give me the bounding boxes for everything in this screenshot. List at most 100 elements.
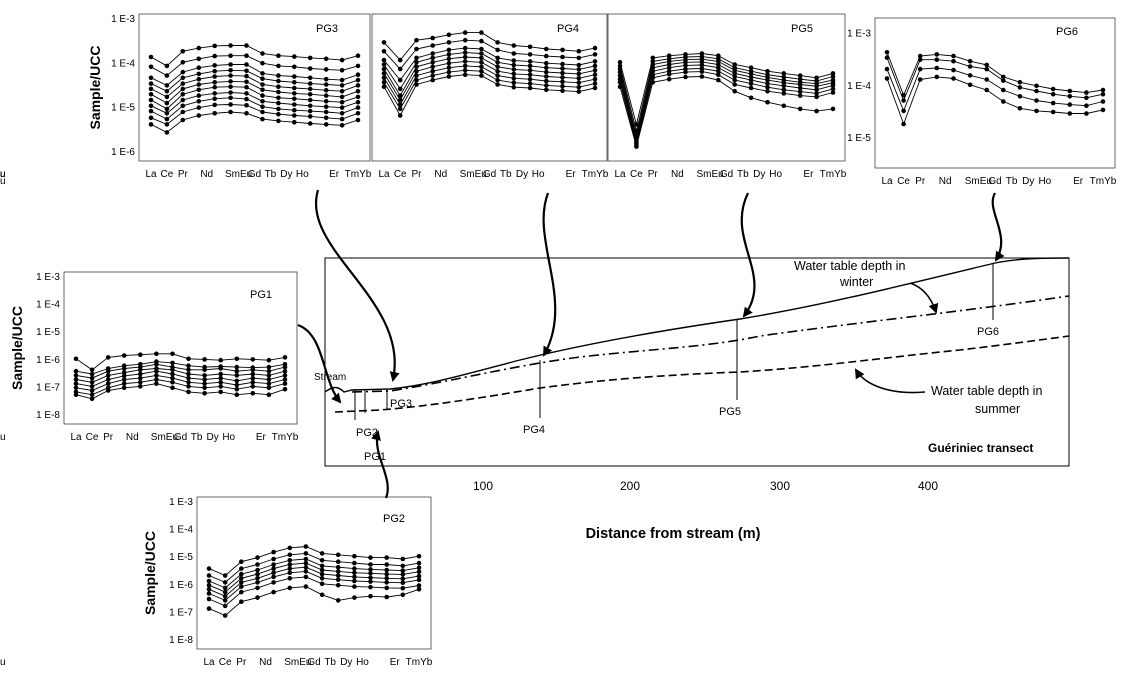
x-tick-label: Lu bbox=[0, 169, 6, 180]
data-point bbox=[292, 85, 297, 91]
data-point bbox=[206, 566, 212, 571]
x-tick-label: Ho bbox=[532, 169, 545, 180]
data-point bbox=[511, 51, 517, 56]
x-tick-label: Er bbox=[1073, 176, 1084, 187]
data-point bbox=[250, 380, 256, 385]
data-point bbox=[527, 52, 533, 57]
x-tick-label: Lu bbox=[0, 657, 6, 668]
data-point bbox=[244, 43, 249, 48]
data-point bbox=[255, 571, 260, 577]
data-point bbox=[239, 589, 244, 595]
data-point bbox=[527, 72, 533, 77]
data-point bbox=[967, 73, 973, 78]
data-point bbox=[121, 370, 127, 375]
data-point bbox=[381, 75, 387, 81]
data-point bbox=[414, 82, 419, 87]
data-point bbox=[495, 77, 500, 83]
data-point bbox=[73, 368, 79, 374]
data-point bbox=[196, 113, 202, 118]
panel-pg4: PG4LaCePrNdSmEuGdTbDyHoErTmYbLu bbox=[0, 13, 609, 180]
x-tick-label: Gd bbox=[307, 657, 320, 668]
data-point bbox=[222, 613, 228, 618]
data-point bbox=[384, 580, 390, 585]
x-tick-label: TmYb bbox=[406, 657, 433, 668]
data-point bbox=[255, 576, 260, 581]
data-point bbox=[335, 577, 341, 582]
data-point bbox=[1034, 88, 1039, 94]
data-point bbox=[1034, 98, 1039, 103]
data-point bbox=[255, 567, 260, 573]
data-point bbox=[527, 81, 533, 86]
data-point bbox=[319, 558, 325, 563]
data-point bbox=[89, 392, 95, 398]
data-point bbox=[666, 76, 672, 82]
data-point bbox=[797, 73, 803, 78]
data-point bbox=[446, 32, 452, 38]
data-point bbox=[339, 111, 345, 116]
data-point bbox=[732, 62, 737, 67]
data-point bbox=[592, 59, 598, 64]
data-point bbox=[303, 560, 309, 566]
data-point bbox=[218, 380, 223, 385]
x-tick-200: 200 bbox=[620, 479, 640, 493]
data-point bbox=[335, 573, 341, 578]
data-point bbox=[180, 92, 186, 97]
data-point bbox=[1017, 79, 1023, 85]
panel-pg3: 1 E-3 1 E-4 1 E-5 1 E-6 Sample/UCC PG3 La Ce Pr N… bbox=[0, 13, 372, 180]
data-point bbox=[186, 367, 191, 373]
x-tick-label: Nd bbox=[200, 169, 213, 180]
data-point bbox=[544, 65, 549, 70]
data-point bbox=[164, 111, 170, 116]
stream-label: Stream bbox=[314, 372, 346, 383]
y-tick-label: 1 E-3 bbox=[169, 497, 193, 508]
arrow-pg5 bbox=[740, 192, 756, 318]
data-point bbox=[222, 573, 228, 578]
series-line bbox=[208, 546, 420, 577]
data-point bbox=[212, 74, 217, 79]
data-point bbox=[244, 73, 249, 79]
series-line bbox=[150, 111, 359, 133]
x-tick-label: Dy bbox=[340, 657, 352, 668]
data-point bbox=[495, 68, 500, 74]
data-point bbox=[138, 352, 143, 358]
data-point bbox=[206, 587, 212, 592]
data-point bbox=[196, 105, 202, 110]
data-point bbox=[292, 119, 297, 125]
data-point bbox=[352, 578, 357, 584]
data-point bbox=[323, 93, 329, 98]
data-point bbox=[228, 79, 233, 84]
panel-pg5: PG5LaCePrNdSmEuGdTbDyHoErTmYbLu bbox=[0, 13, 847, 180]
summer-label-line1: Water table depth in bbox=[931, 384, 1042, 398]
data-point bbox=[368, 567, 373, 572]
data-point bbox=[148, 81, 154, 86]
data-point bbox=[260, 71, 265, 76]
x-tick-label: Lu bbox=[0, 169, 6, 180]
data-point bbox=[355, 117, 361, 123]
x-tick-label: TmYb bbox=[345, 169, 372, 180]
transect-frame bbox=[324, 257, 1070, 467]
series-line bbox=[150, 55, 359, 77]
data-point bbox=[511, 62, 517, 68]
data-point bbox=[307, 75, 313, 81]
data-point bbox=[164, 116, 170, 122]
series-line bbox=[619, 64, 834, 142]
data-point bbox=[884, 66, 890, 72]
data-point bbox=[260, 104, 265, 109]
data-point bbox=[222, 580, 228, 585]
data-point bbox=[397, 113, 403, 118]
data-point bbox=[384, 567, 390, 573]
data-point bbox=[212, 68, 217, 74]
data-point bbox=[355, 53, 361, 58]
data-point bbox=[319, 571, 325, 577]
data-point bbox=[239, 584, 244, 589]
data-point bbox=[400, 572, 406, 577]
series-line bbox=[208, 558, 420, 589]
data-point bbox=[170, 371, 175, 377]
data-point bbox=[228, 84, 233, 89]
data-point bbox=[400, 576, 406, 582]
panel-frame bbox=[874, 17, 1116, 169]
data-point bbox=[335, 564, 341, 570]
x-tick-label: Gd bbox=[988, 176, 1001, 187]
x-tick-label: Gd bbox=[720, 169, 733, 180]
data-point bbox=[352, 566, 357, 571]
